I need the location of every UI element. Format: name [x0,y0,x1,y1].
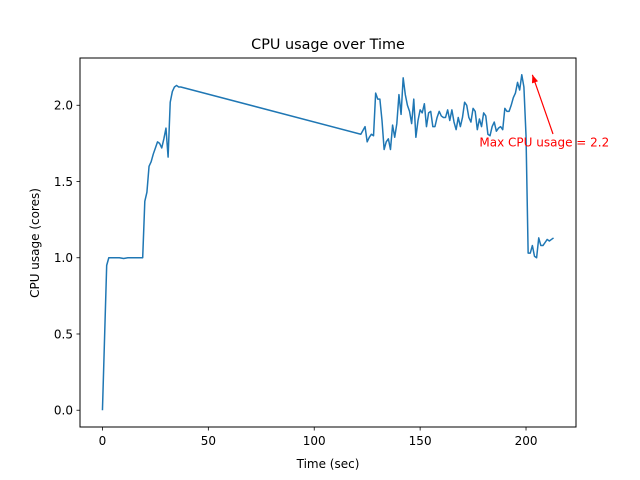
x-tick-label: 0 [99,434,107,448]
y-axis-label: CPU usage (cores) [28,188,42,298]
series-line-0 [101,74,554,411]
y-tick-label: 2.0 [54,99,73,113]
x-axis: 0 50 100 150 200 [99,427,538,448]
x-tick-label: 150 [409,434,432,448]
max-annotation: Max CPU usage = 2.2 [479,74,609,149]
annotation-arrow-line [531,74,554,135]
annotation-arrow-head [531,74,539,84]
y-axis: 0.0 0.5 1.0 1.5 2.0 [54,99,80,418]
y-tick-label: 0.5 [54,327,73,341]
x-tick-label: 100 [303,434,326,448]
chart-title: CPU usage over Time [251,37,405,53]
plot-area [101,74,554,411]
x-axis-label: Time (sec) [296,457,360,471]
y-tick-label: 1.5 [54,175,73,189]
annotation-text: Max CPU usage = 2.2 [479,135,609,149]
plot-frame [79,57,577,428]
x-tick-label: 50 [201,434,216,448]
y-tick-label: 0.0 [54,404,73,418]
y-tick-label: 1.0 [54,251,73,265]
x-tick-label: 200 [515,434,538,448]
